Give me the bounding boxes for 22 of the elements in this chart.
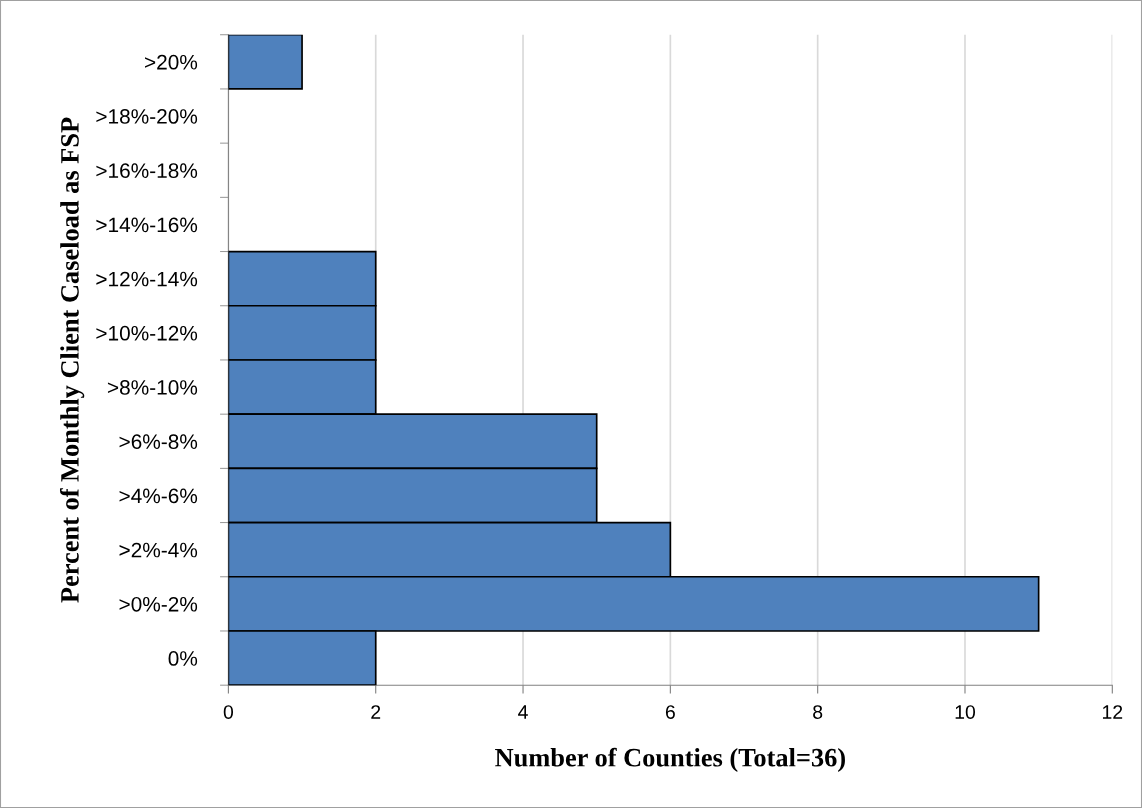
y-tick-label: >2%-4% bbox=[119, 542, 198, 558]
y-tick-label: 0% bbox=[168, 651, 198, 666]
x-tick-label: 6 bbox=[665, 705, 675, 719]
y-tick-label: >12%-14% bbox=[96, 271, 198, 287]
y-tick-label: >6%-8% bbox=[119, 434, 198, 450]
x-axis-title: Number of Counties (Total=36) bbox=[495, 747, 845, 772]
bar bbox=[228, 34, 303, 90]
y-tick-label: >14%-16% bbox=[96, 217, 198, 233]
y-tick-label: >16%-18% bbox=[96, 163, 198, 179]
x-tick-label: 4 bbox=[518, 705, 528, 719]
y-tick-label: >20% bbox=[145, 54, 198, 70]
x-tick-label: 12 bbox=[1102, 705, 1123, 719]
x-tick-label: 8 bbox=[813, 705, 823, 719]
x-tick-label: 10 bbox=[955, 705, 976, 719]
y-axis-title: Percent of Monthly Client Caseload as FSP bbox=[59, 117, 85, 603]
y-tick-label: >18%-20% bbox=[96, 109, 198, 124]
x-tick-label: 0 bbox=[223, 705, 234, 719]
y-tick-label: >10%-12% bbox=[96, 325, 198, 341]
y-tick-label: >8%-10% bbox=[107, 380, 198, 395]
x-tick-label: 2 bbox=[371, 705, 381, 719]
y-tick-label: >4%-6% bbox=[119, 488, 198, 504]
y-tick-label: >0%-2% bbox=[119, 596, 198, 612]
